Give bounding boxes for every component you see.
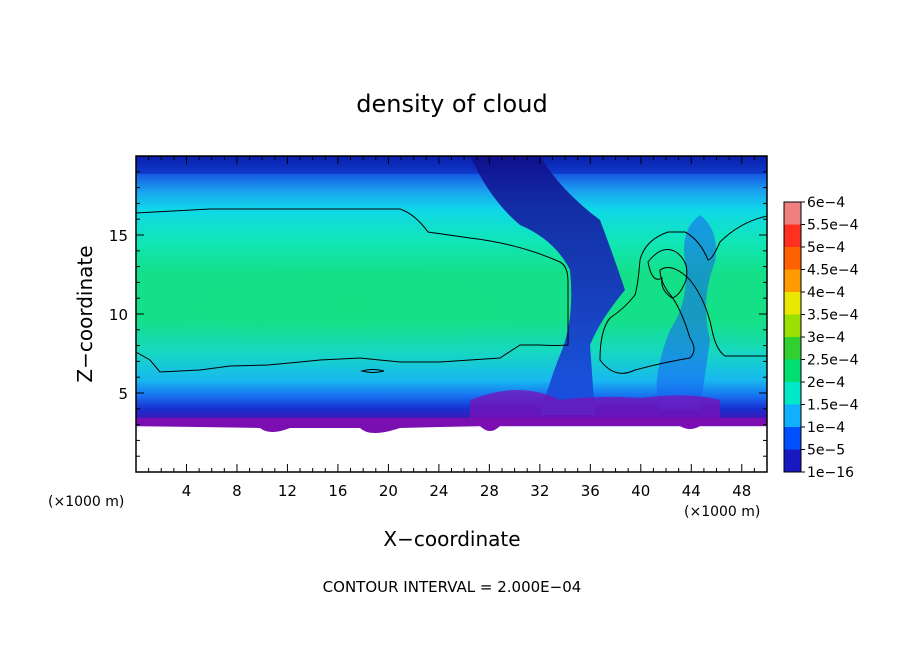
x-tick-label: 48 [732, 482, 751, 500]
x-unit-left: (×1000 m) [48, 494, 124, 510]
colorbar-swatch [784, 382, 801, 405]
y-tick-label: 15 [109, 227, 128, 245]
green-core-left [150, 265, 550, 345]
x-axis: 4 8 12 16 20 24 28 32 36 40 44 48 [148, 156, 755, 500]
colorbar-label: 3e−4 [807, 330, 845, 346]
plume-region [470, 156, 625, 415]
colorbar-label: 4e−4 [807, 285, 845, 301]
x-tick-label: 16 [328, 482, 347, 500]
purple-patch-right [470, 390, 720, 418]
colorbar-label: 2.5e−4 [807, 353, 859, 369]
colorbar-swatch [784, 404, 801, 428]
colorbar-label: 3.5e−4 [807, 308, 859, 324]
colorbar-label: 4.5e−4 [807, 263, 859, 279]
x-tick-label: 36 [581, 482, 600, 500]
x-tick-label: 28 [480, 482, 499, 500]
y-axis-label: Z−coordinate [73, 245, 97, 382]
colorbar-swatch [784, 359, 801, 383]
y-axis: 5 10 15 [109, 171, 767, 457]
colorbar-label: 6e−4 [807, 195, 845, 211]
colorbar-label: 5e−4 [807, 240, 845, 256]
x-tick-label: 4 [182, 482, 192, 500]
x-tick-label: 44 [682, 482, 701, 500]
colorbar-label: 5e−5 [807, 443, 845, 459]
contour-small [360, 369, 385, 373]
chart-title: density of cloud [356, 90, 547, 118]
colorbar-label: 1e−16 [807, 465, 854, 481]
colorbar-swatch [784, 337, 801, 360]
x-tick-label: 40 [631, 482, 650, 500]
colorbar-swatch [784, 269, 801, 293]
colorbar-swatch [784, 247, 801, 270]
x-tick-label: 12 [278, 482, 297, 500]
colorbar-swatch [784, 202, 801, 225]
plot-area [136, 156, 767, 472]
contour-interval-note: CONTOUR INTERVAL = 2.000E−04 [323, 578, 582, 596]
y-tick-label: 5 [118, 385, 128, 403]
x-tick-label: 20 [379, 482, 398, 500]
x-axis-label: X−coordinate [383, 527, 520, 551]
colorbar: 6e−4 5.5e−4 5e−4 4.5e−4 4e−4 3.5e−4 3e−4 2.5e−4… [783, 195, 859, 481]
colorbar-swatch [784, 449, 801, 473]
x-tick-label: 24 [429, 482, 448, 500]
colorbar-label: 1.5e−4 [807, 398, 859, 414]
colorbar-label: 5.5e−4 [807, 218, 859, 234]
y-tick-label: 10 [109, 306, 128, 324]
colorbar-swatch [784, 427, 801, 450]
contour-loop [647, 249, 688, 299]
upper-dark-band [136, 156, 767, 174]
x-unit-right: (×1000 m) [684, 504, 760, 520]
x-tick-label: 8 [232, 482, 242, 500]
colorbar-swatch [784, 224, 801, 248]
low-purple-band [136, 418, 767, 433]
contour-line-main [136, 208, 569, 373]
colorbar-swatch [784, 292, 801, 315]
green-core-right [710, 270, 767, 350]
colorbar-label: 1e−4 [807, 420, 845, 436]
colorbar-label: 2e−4 [807, 375, 845, 391]
contour-line-right [599, 215, 767, 374]
x-tick-label: 32 [530, 482, 549, 500]
colorbar-swatch [784, 314, 801, 338]
